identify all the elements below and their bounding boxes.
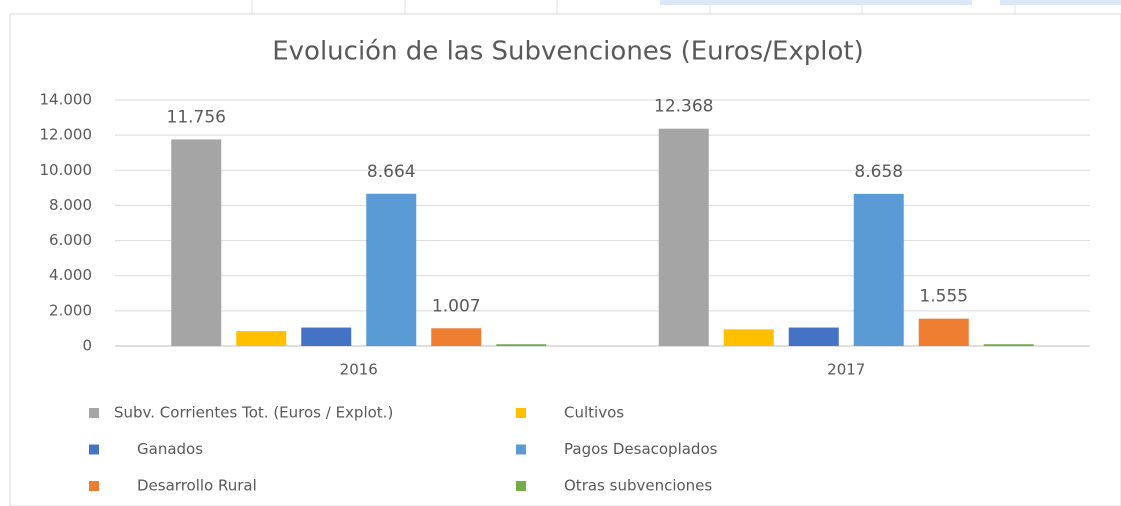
data-label: 1.007 xyxy=(432,296,481,316)
bar xyxy=(853,193,904,346)
y-tick-label: 8.000 xyxy=(49,196,92,214)
x-tick-label: 2016 xyxy=(340,361,378,379)
legend-marker xyxy=(516,408,526,418)
legend-marker xyxy=(89,444,99,455)
legend-marker xyxy=(516,481,526,491)
y-tick-label: 14.000 xyxy=(40,91,93,109)
data-label: 8.658 xyxy=(854,162,903,182)
bar xyxy=(236,331,287,346)
bar xyxy=(723,329,774,346)
y-tick-label: 10.000 xyxy=(40,161,93,179)
y-tick-label: 12.000 xyxy=(40,126,93,144)
data-label: 12.368 xyxy=(654,97,713,117)
bar xyxy=(658,128,709,346)
bar xyxy=(366,193,417,346)
legend-label: Subv. Corrientes Tot. (Euros / Explot.) xyxy=(114,404,393,422)
bar xyxy=(171,139,222,346)
legend-label: Pagos Desacoplados xyxy=(564,440,718,458)
bar xyxy=(431,328,482,346)
data-label: 8.664 xyxy=(367,162,416,182)
data-label: 11.756 xyxy=(167,107,226,127)
y-tick-label: 4.000 xyxy=(49,266,92,284)
legend-marker xyxy=(89,408,99,418)
data-label: 1.555 xyxy=(919,287,968,307)
x-tick-label: 2017 xyxy=(827,361,865,379)
bar xyxy=(918,318,969,346)
y-tick-label: 6.000 xyxy=(49,231,92,249)
y-tick-label: 2.000 xyxy=(49,301,92,319)
bar xyxy=(983,344,1034,346)
legend-label: Desarrollo Rural xyxy=(137,477,257,495)
legend-label: Ganados xyxy=(137,440,203,458)
legend-marker xyxy=(516,444,526,455)
sheet-cell xyxy=(1000,0,1121,5)
bar xyxy=(788,327,839,346)
bar xyxy=(301,327,352,346)
bar xyxy=(496,344,547,346)
legend-marker xyxy=(89,481,99,491)
legend-label: Cultivos xyxy=(564,404,624,422)
y-tick-label: 0 xyxy=(82,337,92,355)
chart-title: Evolución de las Subvenciones (Euros/Exp… xyxy=(272,37,864,67)
legend-label: Otras subvenciones xyxy=(564,477,712,495)
sheet-cell xyxy=(660,0,972,5)
